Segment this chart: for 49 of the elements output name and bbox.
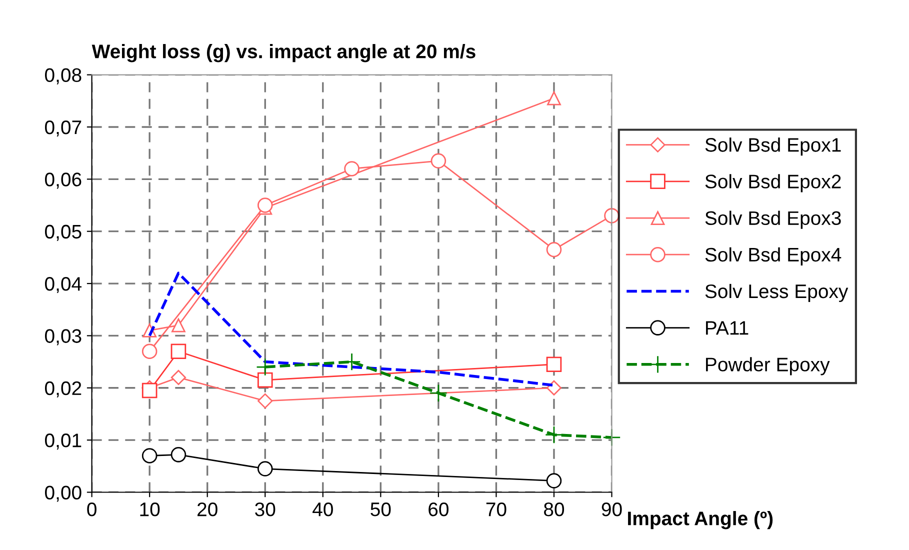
legend-label: Powder Epoxy — [706, 357, 830, 376]
point — [170, 447, 186, 462]
point — [430, 153, 446, 169]
x-tick-label: 0 — [87, 502, 96, 516]
x-tick-label: 40 — [312, 502, 333, 516]
point — [170, 344, 186, 359]
point — [546, 242, 562, 258]
x-tick-label: 90 — [602, 502, 622, 516]
point — [546, 356, 562, 372]
x-tick-label: 30 — [255, 502, 276, 516]
y-tick-label: 0,05 — [45, 224, 82, 241]
x-tick-label: 70 — [486, 502, 506, 516]
x-tick-label: 50 — [370, 502, 391, 516]
chart-title: Weight loss (g) vs. impact angle at 20 m/s — [92, 44, 476, 62]
legend-label: Solv Bsd Epox4 — [705, 247, 842, 266]
legend-label: Solv Less Epoxy — [705, 284, 848, 302]
point — [256, 358, 274, 376]
y-tick-label: 0,03 — [45, 329, 82, 346]
x-tick-label: 80 — [544, 502, 564, 516]
y-tick-label: 0,00 — [45, 486, 82, 502]
y-tick-label: 0,01 — [45, 434, 82, 450]
y-tick-label: 0,08 — [45, 68, 82, 84]
legend-label: Solv Bsd Epox1 — [705, 138, 841, 156]
x-tick-label: 60 — [428, 502, 448, 516]
point — [142, 382, 158, 398]
y-tick-label: 0,02 — [45, 381, 82, 398]
legend-label: Solv Bsd Epox2 — [705, 174, 841, 192]
point — [257, 461, 273, 476]
x-tick-label: 10 — [140, 502, 160, 516]
point — [172, 318, 186, 332]
point — [142, 344, 158, 359]
legend-label: Solv Bsd Epox3 — [705, 210, 841, 229]
x-tick-label: 20 — [198, 502, 218, 516]
point — [546, 473, 562, 488]
x-axis-title: Impact Angle (º) — [628, 511, 773, 530]
y-tick-label: 0,06 — [45, 172, 82, 189]
y-tick-label: 0,04 — [45, 276, 82, 294]
point — [257, 198, 273, 213]
y-tick-label: 0,07 — [45, 120, 82, 137]
point — [429, 384, 448, 402]
point — [142, 448, 158, 464]
point — [344, 161, 360, 176]
point — [547, 91, 561, 106]
point — [257, 372, 273, 388]
point — [170, 370, 186, 386]
legend-label: PA11 — [706, 321, 748, 335]
point — [544, 426, 564, 444]
point — [258, 393, 273, 409]
point — [546, 380, 562, 396]
